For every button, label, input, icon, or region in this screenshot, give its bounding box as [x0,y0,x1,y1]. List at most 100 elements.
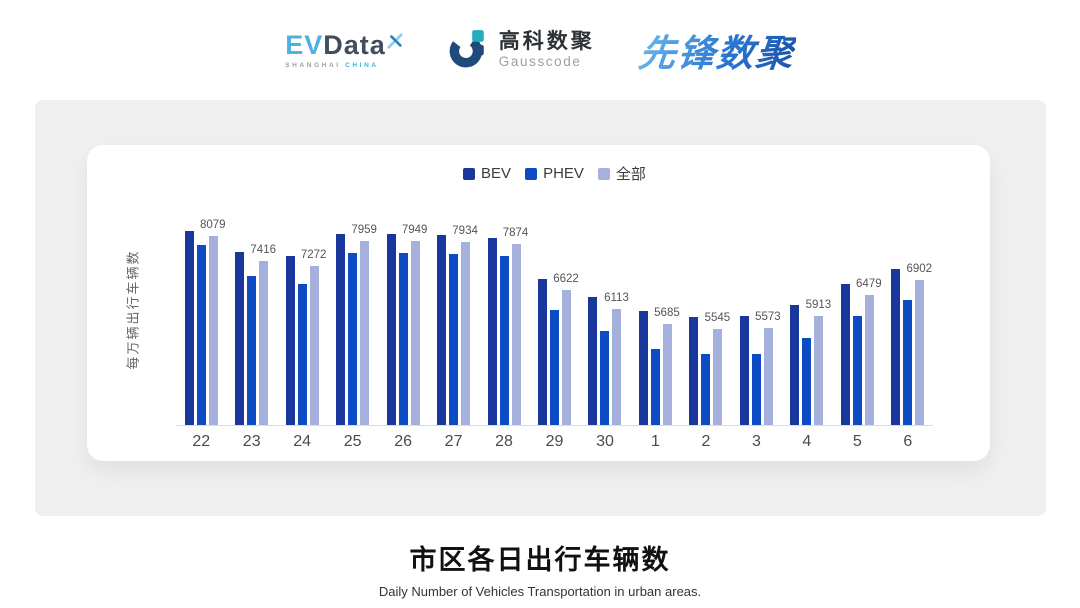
x-axis-label: 6 [903,433,913,450]
bar-全部[interactable] [461,241,471,425]
bar-全部[interactable] [562,289,572,425]
evdata-x-icon [387,27,403,54]
bar-全部[interactable] [511,243,521,425]
bar-group: 7874 [479,193,529,425]
legend-swatch-icon [597,167,610,180]
bar-group: 5573 [731,193,781,425]
bar-bev[interactable] [437,235,447,425]
bar-phev[interactable] [247,275,257,425]
legend-label: 全部 [615,166,646,183]
legend-swatch-icon [463,167,476,180]
bar-group: 7934 [428,193,478,425]
chart-subtitle: Daily Number of Vehicles Transportation … [378,584,702,599]
x-axis-label: 28 [495,433,513,450]
bar-value-label: 7416 [250,243,276,256]
bar-phev[interactable] [449,254,459,425]
bar-phev[interactable] [348,253,358,425]
evdata-data-text: Data [323,29,386,60]
x-axis-label: 27 [444,433,463,450]
bar-phev[interactable] [701,353,711,425]
bar-bev[interactable] [285,255,295,425]
gausscode-en-text: Gausscode [498,54,582,70]
bar-phev[interactable] [196,244,206,425]
bar-bev[interactable] [790,304,800,425]
evdata-ev-text: EV [285,29,324,60]
bar-phev[interactable] [751,353,761,425]
bar-phev[interactable] [550,309,560,425]
bar-bev[interactable] [739,316,749,425]
legend-label: PHEV [543,165,584,182]
legend-swatch-icon [525,167,538,180]
bar-group: 5685 [630,193,680,425]
bar-phev[interactable] [398,253,408,425]
bar-全部[interactable] [662,324,672,425]
bar-bev[interactable] [487,237,497,425]
bar-phev[interactable] [852,316,862,425]
bar-group: 6622 [529,193,579,425]
bar-value-label: 7874 [502,226,529,239]
legend-item-phev[interactable]: PHEV [525,165,584,182]
chart-panel: BEV PHEV 全部 每万辆出行车辆数 8079 7416 7272 7959 7949 7… [35,100,1046,516]
gausscode-g-icon [447,27,489,74]
x-axis-labels: 22 23 24 25 26 27 28 29 30 1 2 3 4 5 6 [176,433,933,451]
bar-bev[interactable] [184,231,194,425]
bar-value-label: 6113 [604,291,629,304]
bar-value-label: 5685 [654,307,680,320]
bar-全部[interactable] [612,308,622,425]
legend-item-bev[interactable]: BEV [463,165,511,182]
x-axis-label: 22 [192,433,211,450]
evdata-shanghai-text: SHANGHAI [285,61,341,69]
bar-bev[interactable] [538,279,548,425]
bar-value-label: 7934 [452,224,478,237]
bar-group: 8079 [176,193,226,425]
bar-全部[interactable] [713,329,723,425]
bar-bev[interactable] [891,268,901,425]
bar-phev[interactable] [499,256,509,425]
bar-全部[interactable] [410,240,420,425]
bar-phev[interactable] [903,299,913,425]
bar-bev[interactable] [840,284,850,425]
bar-bev[interactable] [336,233,346,425]
bar-group: 6113 [580,193,630,425]
header-logos: EV Data SHANGHAI CHINA 高科数聚 Gausscode [0,0,1080,100]
y-axis-title: 每万辆出行车辆数 [125,248,141,370]
bar-value-label: 5913 [805,298,832,311]
bar-value-label: 6622 [553,272,579,285]
bar-全部[interactable] [259,260,269,425]
chart-card: BEV PHEV 全部 每万辆出行车辆数 8079 7416 7272 7959 7949 7… [87,145,990,461]
bar-value-label: 6902 [906,262,933,275]
evdata-wordmark: EV Data [285,29,403,60]
bar-bev[interactable] [588,297,598,425]
bar-phev[interactable] [802,337,812,425]
bar-bev[interactable] [638,311,648,425]
bar-全部[interactable] [814,315,824,425]
bar-bev[interactable] [689,317,699,425]
bar-全部[interactable] [915,279,925,425]
bar-group: 6902 [883,193,933,425]
bar-bev[interactable] [386,233,396,425]
x-axis-label: 3 [751,433,761,450]
x-axis-label: 4 [802,433,812,450]
legend-item-全部[interactable]: 全部 [597,163,646,184]
chart-title: 市区各日出行车辆数 [409,545,671,575]
x-axis-label: 2 [701,433,711,450]
bar-phev[interactable] [600,330,610,425]
x-axis-label: 29 [545,433,564,450]
bar-bev[interactable] [235,251,245,425]
plot-area: 8079 7416 7272 7959 7949 7934 7874 6622 6113 5685… [176,193,933,426]
bar-value-label: 5573 [755,311,781,324]
bar-全部[interactable] [763,328,773,425]
legend: BEV PHEV 全部 [463,163,646,184]
bar-全部[interactable] [360,240,370,425]
bar-phev[interactable] [650,348,660,425]
x-axis-label: 23 [242,433,261,450]
bar-全部[interactable] [208,236,218,425]
bar-group: 7959 [327,193,377,425]
bar-phev[interactable] [297,284,307,425]
bar-全部[interactable] [309,265,319,425]
x-axis-label: 5 [852,433,862,450]
bar-全部[interactable] [864,295,874,425]
xianfeng-logo: 先锋数聚 [636,23,798,77]
bar-value-label: 8079 [199,219,226,232]
